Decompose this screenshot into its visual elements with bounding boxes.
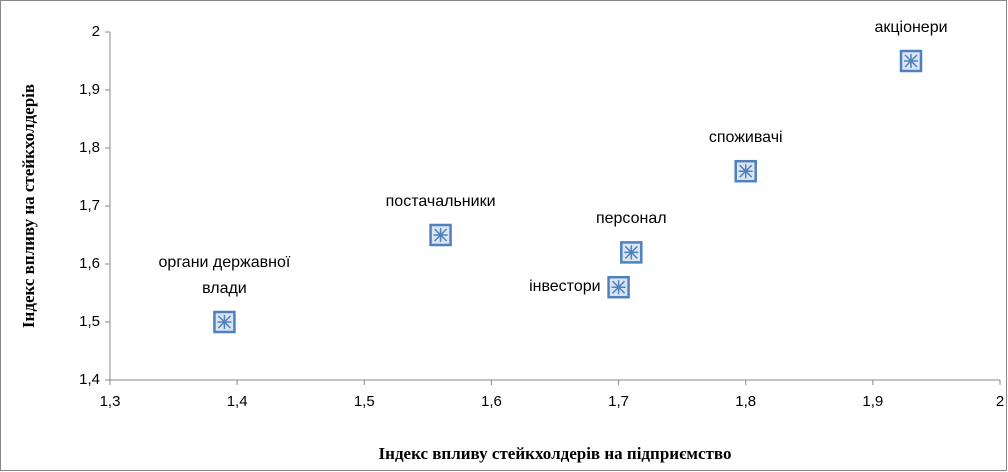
point	[607, 275, 630, 299]
y-tick-label: 1,4	[79, 371, 100, 388]
x-tick-label: 1,6	[481, 393, 502, 410]
point	[899, 49, 923, 73]
point	[429, 223, 452, 247]
point-pattern	[904, 54, 918, 68]
x-tick-label: 1,9	[862, 393, 883, 410]
point-pattern	[433, 228, 448, 242]
point-label: персонал	[595, 210, 667, 228]
x-tick-label: 1,8	[735, 393, 756, 410]
point	[734, 159, 757, 183]
x-tick-label: 1,5	[354, 393, 375, 410]
x-tick-label: 1,4	[227, 393, 248, 410]
point-label: інвестори	[529, 278, 601, 296]
x-tick-label: 2	[996, 393, 1004, 410]
point	[620, 241, 643, 264]
point-pattern	[738, 164, 753, 179]
y-axis-title: Індекс впливу на стейкхолдерів	[19, 84, 38, 328]
x-tick-label: 1,3	[100, 393, 121, 410]
point-pattern	[624, 245, 639, 260]
point-pattern	[611, 280, 626, 295]
point-label: органи державної влади	[158, 254, 291, 297]
y-tick-label: 1,6	[79, 255, 100, 272]
point	[213, 310, 236, 334]
y-tick-label: 1,8	[79, 139, 100, 156]
y-tick-label: 2	[92, 23, 100, 40]
x-tick-label: 1,7	[608, 393, 629, 410]
point-label: акціонери	[874, 19, 948, 36]
point-label: постачальники	[385, 193, 496, 210]
y-tick-label: 1,5	[79, 313, 100, 330]
x-axis-title: Індекс впливу стейкхолдерів на підприємс…	[379, 444, 732, 463]
point-pattern	[217, 315, 232, 329]
y-tick-label: 1,7	[79, 197, 100, 214]
y-tick-label: 1,9	[79, 81, 100, 98]
point-label: споживачі	[708, 129, 783, 147]
